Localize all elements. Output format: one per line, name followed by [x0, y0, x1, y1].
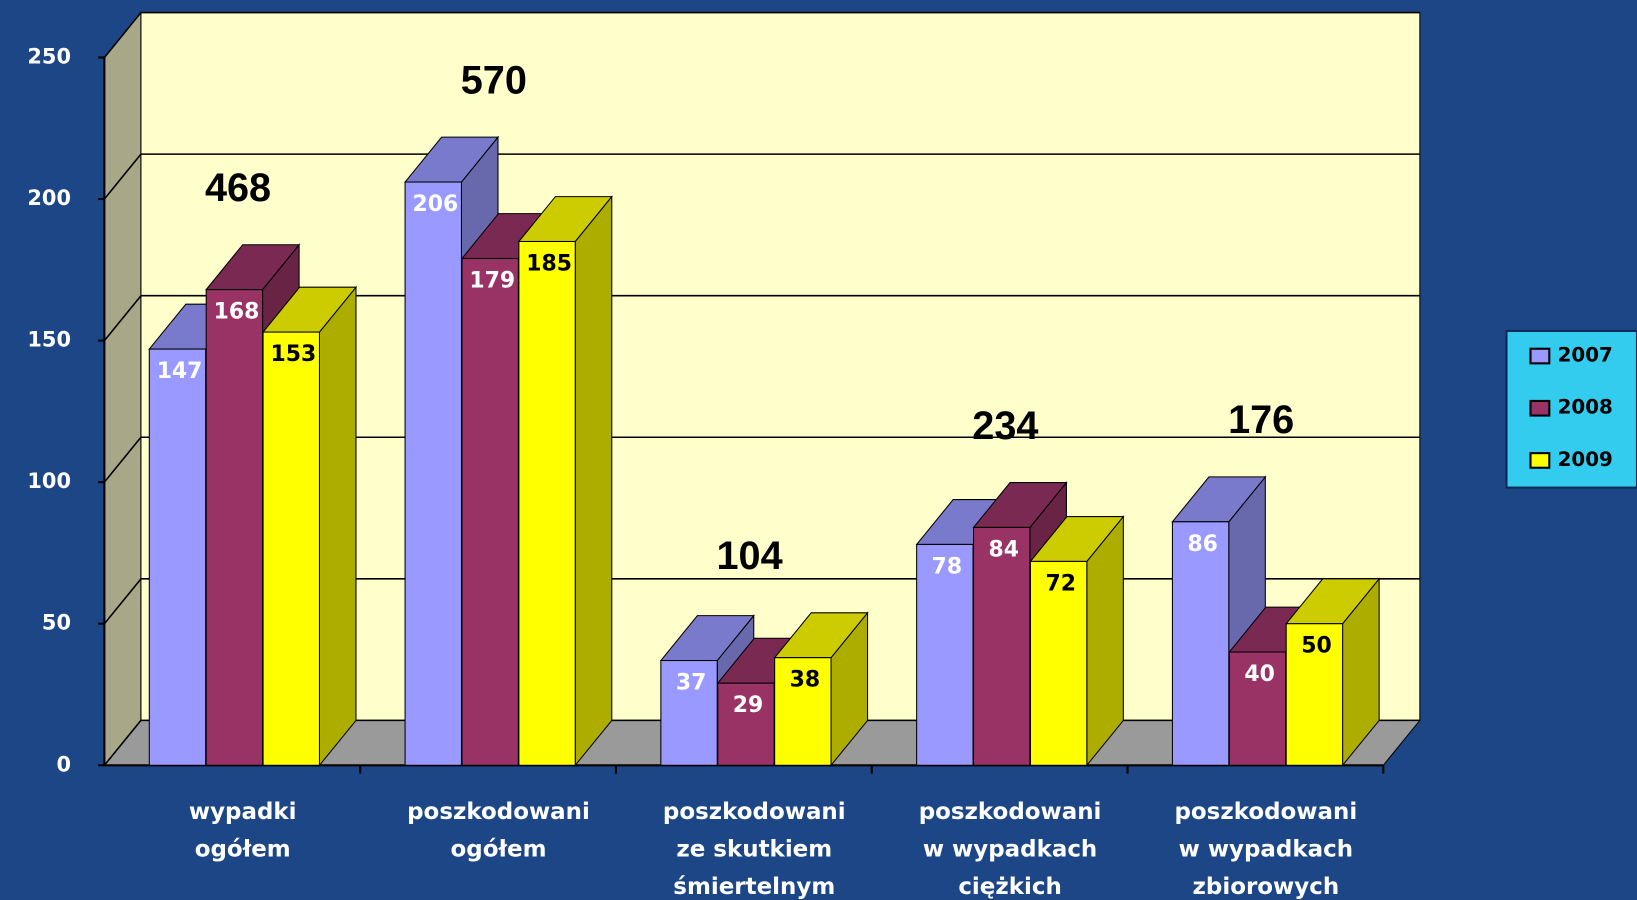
legend-swatch	[1529, 347, 1551, 365]
bar-front	[205, 289, 264, 766]
value-label: 86	[1187, 532, 1217, 557]
bar-front	[660, 660, 718, 766]
value-label: 168	[214, 300, 260, 325]
value-label: 179	[469, 268, 515, 293]
total-label: 234	[972, 404, 1038, 448]
bar-front	[1171, 521, 1230, 766]
bar-front	[148, 348, 207, 766]
grid-line	[103, 578, 142, 625]
value-label: 84	[989, 537, 1020, 562]
y-tick-label: 150	[27, 328, 71, 352]
x-tick-label: wypadki	[189, 799, 297, 825]
value-label: 72	[1045, 571, 1076, 596]
legend-label: 2008	[1558, 396, 1613, 419]
bar-front	[774, 657, 832, 766]
bar-front	[461, 257, 519, 766]
x-tick-label: poszkodowani	[919, 799, 1102, 825]
total-label: 468	[205, 166, 271, 210]
value-label: 185	[526, 251, 572, 276]
bar: 185	[517, 195, 613, 767]
y-tick-label: 200	[27, 186, 71, 210]
value-label: 78	[932, 554, 963, 579]
legend-label: 2007	[1558, 344, 1613, 367]
side-wall	[103, 11, 142, 767]
value-label: 206	[412, 192, 458, 217]
bar-front	[404, 181, 462, 766]
legend: 2007 2008 2009	[1505, 329, 1637, 489]
y-tick-label: 50	[42, 611, 71, 635]
total-label: 176	[1228, 398, 1294, 442]
bar-side	[318, 285, 357, 767]
total-label: 570	[461, 58, 527, 102]
bar-front	[262, 331, 320, 766]
grid-line	[103, 153, 142, 200]
y-tick-label: 100	[27, 469, 71, 493]
bar: 153	[261, 285, 358, 767]
total-label: 104	[717, 534, 783, 578]
x-tick-label: ze skutkiem	[676, 836, 832, 862]
legend-swatch	[1529, 399, 1551, 417]
value-label: 37	[676, 670, 707, 695]
legend-label: 2009	[1558, 448, 1613, 471]
x-tick-label: poszkodowani	[1174, 799, 1357, 825]
x-tick-label: ogółem	[451, 836, 547, 862]
x-tick-label: poszkodowani	[407, 799, 590, 825]
bar-side	[574, 195, 613, 767]
grid-line	[103, 436, 142, 483]
value-label: 38	[790, 668, 821, 693]
grid-line	[103, 295, 142, 342]
x-tick-label: zbiorowych	[1193, 874, 1340, 900]
bar: 72	[1029, 515, 1125, 767]
bar-front	[1029, 560, 1088, 766]
x-tick-label: ciężkich	[958, 874, 1061, 900]
y-tick-label: 250	[27, 44, 71, 68]
value-label: 40	[1244, 662, 1275, 687]
grid-line	[103, 719, 142, 766]
value-label: 153	[270, 342, 316, 367]
value-label: 50	[1301, 634, 1331, 659]
value-label: 29	[733, 693, 764, 718]
legend-swatch	[1529, 452, 1551, 469]
legend-box	[1505, 329, 1637, 489]
x-tick-label: w wypadkach	[1179, 836, 1353, 862]
bar-front	[1285, 623, 1344, 766]
value-label: 147	[157, 359, 203, 384]
x-tick-label: poszkodowani	[663, 799, 846, 825]
bar-front	[916, 543, 974, 766]
x-tick-label: ogółem	[195, 836, 291, 862]
y-tick-label: 0	[56, 752, 71, 776]
x-tick-label: śmiertelnym	[673, 874, 835, 900]
grid-line	[103, 12, 142, 58]
bar: 38	[773, 611, 869, 767]
bar: 50	[1285, 577, 1381, 767]
x-tick-label: w wypadkach	[923, 836, 1097, 862]
bar-front	[518, 240, 576, 766]
bar-front	[973, 526, 1031, 766]
